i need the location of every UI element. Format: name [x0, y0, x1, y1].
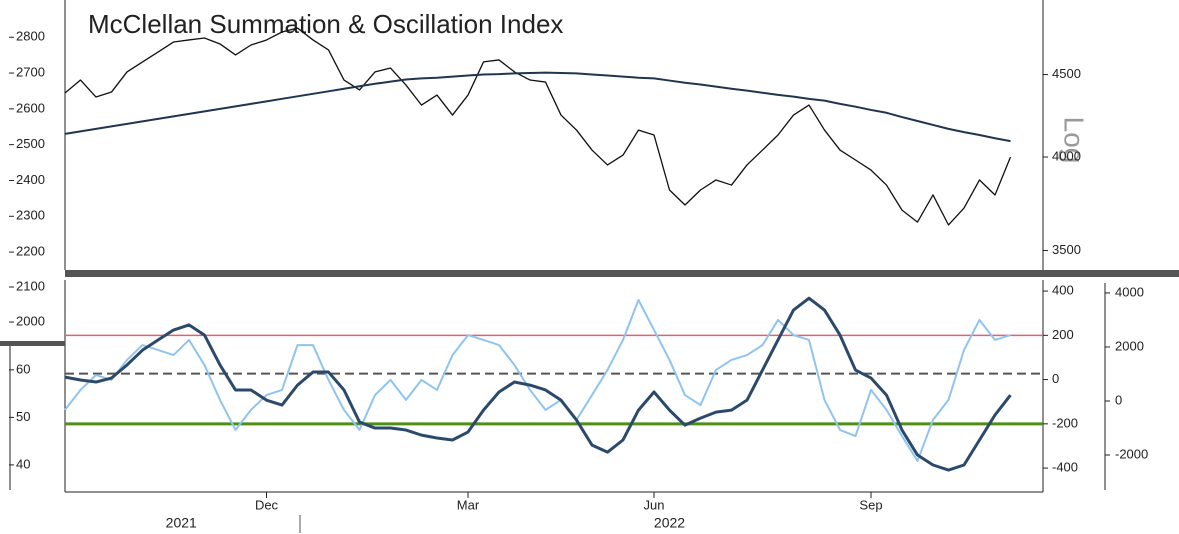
- tick-label: 0: [1115, 392, 1122, 407]
- tick-label: 40: [16, 456, 30, 471]
- tick-label: 2000: [16, 313, 45, 328]
- tick-label: 2600: [16, 100, 45, 115]
- series-line: [64, 296, 1012, 472]
- series-line: [64, 298, 1011, 462]
- tick-label: 2400: [16, 172, 45, 187]
- x-tick-label: Mar: [457, 497, 480, 512]
- tick-label: 3500: [1052, 242, 1081, 257]
- tick-label: 2200: [16, 244, 45, 259]
- panel-divider: [65, 270, 1179, 277]
- series-line: [64, 27, 1012, 226]
- tick-label: 2800: [16, 29, 45, 44]
- chart-title: McClellan Summation & Oscillation Index: [88, 9, 563, 39]
- tick-label: -2000: [1115, 446, 1148, 461]
- x-tick-label: Sep: [859, 497, 882, 512]
- year-label: 2021: [166, 515, 197, 531]
- year-label: 2022: [654, 515, 685, 531]
- tick-label: 2300: [16, 208, 45, 223]
- tick-label: -200: [1052, 415, 1078, 430]
- tick-label: 2500: [16, 136, 45, 151]
- tick-label: 400: [1052, 283, 1074, 298]
- series-line: [64, 71, 1011, 143]
- tick-label: 50: [16, 409, 30, 424]
- tick-label: -400: [1052, 460, 1078, 475]
- axis-divider: [0, 341, 65, 346]
- scale-label: Log: [1059, 117, 1090, 164]
- tick-label: 2000: [1115, 338, 1144, 353]
- tick-label: 60: [16, 361, 30, 376]
- x-tick-label: Jun: [644, 497, 665, 512]
- tick-label: 4000: [1052, 148, 1081, 163]
- tick-label: 200: [1052, 327, 1074, 342]
- tick-label: 4000: [1115, 284, 1144, 299]
- tick-label: 2100: [16, 278, 45, 293]
- tick-label: 0: [1052, 371, 1059, 386]
- tick-label: 2700: [16, 64, 45, 79]
- x-tick-label: Dec: [255, 497, 279, 512]
- tick-label: 4500: [1052, 66, 1081, 81]
